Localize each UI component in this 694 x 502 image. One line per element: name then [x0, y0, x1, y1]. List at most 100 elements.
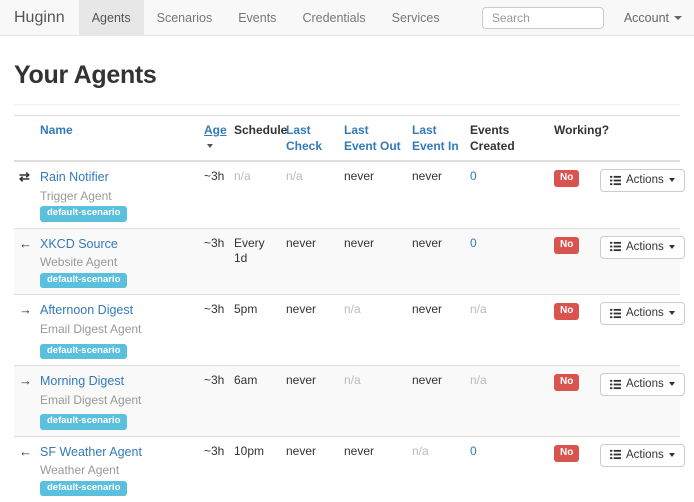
nav-item-services[interactable]: Services — [391, 10, 440, 25]
last-check-cell: never — [286, 435, 344, 502]
last-event-in-cell: never — [412, 160, 470, 229]
icon-column-header — [14, 115, 40, 163]
schedule-cell: 5pm — [234, 294, 286, 366]
age-cell: ~3h — [204, 435, 234, 502]
top-navbar: Huginn Agents Scenarios Events Credentia… — [0, 0, 694, 36]
actions-button[interactable]: Actions — [600, 235, 685, 259]
arrow-right-icon: → — [19, 302, 32, 318]
agent-name-link[interactable]: Rain Notifier — [40, 170, 109, 185]
list-icon — [610, 175, 621, 186]
age-cell: ~3h — [204, 365, 234, 437]
table-row: ⇄ Rain Notifier Trigger Agent default-sc… — [14, 160, 685, 229]
column-header-age: Age — [204, 115, 234, 163]
agent-name-link[interactable]: Afternoon Digest — [40, 303, 134, 318]
column-header-last-event-in: Last Event In — [412, 115, 470, 163]
actions-button[interactable]: Actions — [600, 443, 685, 467]
chevron-down-icon — [668, 244, 675, 249]
column-header-events-created: Events Created — [470, 115, 554, 163]
actions-button[interactable]: Actions — [600, 302, 685, 326]
account-menu[interactable]: Account — [624, 11, 682, 25]
working-status-badge: No — [554, 236, 580, 254]
agent-name-link[interactable]: XKCD Source — [40, 236, 118, 251]
schedule-cell: 6am — [234, 365, 286, 437]
actions-button[interactable]: Actions — [600, 169, 685, 193]
chevron-down-icon — [668, 178, 675, 183]
chevron-down-icon — [668, 452, 675, 457]
divider — [14, 104, 680, 105]
last-event-out-cell: n/a — [344, 294, 412, 366]
nav-item-events[interactable]: Events — [238, 10, 277, 25]
last-event-out-cell: never — [344, 435, 412, 502]
age-cell: ~3h — [204, 160, 234, 229]
table-row: → Afternoon Digest Email Digest Agent de… — [14, 294, 685, 366]
events-created-link[interactable]: 0 — [470, 443, 477, 458]
last-event-in-cell: never — [412, 294, 470, 366]
agent-name-link[interactable]: SF Weather Agent — [40, 444, 142, 459]
agent-type-label: Trigger Agent — [40, 188, 112, 203]
last-event-in-cell: n/a — [412, 435, 470, 502]
schedule-cell: Every 1d — [234, 227, 286, 295]
column-header-working: Working? — [554, 115, 609, 163]
scenario-badge[interactable]: default-scenario — [40, 480, 128, 497]
table-row: ← SF Weather Agent Weather Agent default… — [14, 435, 685, 502]
sort-desc-icon — [207, 144, 213, 149]
chevron-down-icon — [674, 15, 682, 20]
scenario-badge[interactable]: default-scenario — [40, 206, 128, 222]
actions-button[interactable]: Actions — [600, 373, 685, 397]
agent-name-link[interactable]: Morning Digest — [40, 374, 125, 389]
age-cell: ~3h — [204, 227, 234, 295]
brand-logo[interactable]: Huginn — [14, 8, 65, 26]
transfer-icon: ⇄ — [19, 169, 30, 185]
actions-label: Actions — [626, 448, 664, 461]
actions-label: Actions — [626, 378, 664, 391]
column-header-last-event-out: Last Event Out — [344, 115, 412, 163]
last-check-cell: never — [286, 365, 344, 437]
events-created-cell: n/a — [470, 294, 554, 366]
working-status-badge: No — [554, 303, 580, 321]
agent-type-label: Email Digest Agent — [40, 322, 142, 337]
working-status-badge: No — [554, 444, 580, 462]
account-label: Account — [623, 10, 669, 25]
events-created-cell: n/a — [470, 365, 554, 437]
actions-column-header — [600, 115, 680, 163]
nav-item-credentials[interactable]: Credentials — [302, 10, 366, 25]
column-header-name: Name — [40, 115, 204, 163]
scenario-badge[interactable]: default-scenario — [40, 414, 128, 430]
last-check-cell: n/a — [286, 160, 344, 229]
working-status-badge: No — [554, 170, 580, 188]
arrow-left-icon: ← — [19, 443, 32, 459]
schedule-cell: 10pm — [234, 435, 286, 502]
arrow-right-icon: → — [19, 373, 32, 389]
scenario-badge[interactable]: default-scenario — [40, 343, 128, 360]
nav-item-scenarios[interactable]: Scenarios — [156, 10, 213, 25]
events-created-link[interactable]: 0 — [470, 235, 477, 250]
page-title: Your Agents — [14, 61, 157, 89]
last-event-out-cell: never — [344, 227, 412, 295]
chevron-down-icon — [668, 382, 675, 387]
last-check-cell: never — [286, 294, 344, 366]
last-event-in-cell: never — [412, 365, 470, 437]
agents-table: Name Age Schedule Last Check Last Event … — [14, 115, 685, 502]
column-header-schedule: Schedule — [234, 115, 287, 163]
actions-label: Actions — [626, 174, 664, 187]
agent-type-label: Weather Agent — [40, 463, 120, 478]
list-icon — [610, 449, 621, 460]
table-header-row: Name Age Schedule Last Check Last Event … — [14, 115, 680, 163]
arrow-left-icon: ← — [19, 235, 32, 251]
nav-item-agents[interactable]: Agents — [78, 0, 144, 35]
events-created-link[interactable]: 0 — [470, 169, 477, 184]
agent-type-label: Email Digest Agent — [40, 392, 142, 407]
last-event-out-cell: never — [344, 160, 412, 229]
table-row: → Morning Digest Email Digest Agent defa… — [14, 365, 685, 437]
actions-label: Actions — [626, 307, 664, 320]
list-icon — [610, 241, 621, 252]
schedule-cell: n/a — [234, 160, 286, 229]
last-check-cell: never — [286, 227, 344, 295]
chevron-down-icon — [668, 311, 675, 316]
agent-type-label: Website Agent — [40, 255, 118, 270]
search-input[interactable] — [481, 6, 604, 29]
list-icon — [610, 308, 621, 319]
column-header-last-check: Last Check — [286, 115, 344, 163]
scenario-badge[interactable]: default-scenario — [40, 273, 128, 289]
table-row: ← XKCD Source Website Agent default-scen… — [14, 227, 685, 295]
